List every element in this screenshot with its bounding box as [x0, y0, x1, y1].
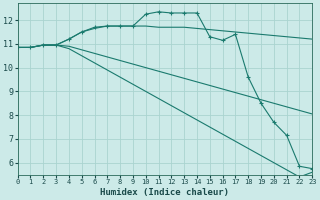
- X-axis label: Humidex (Indice chaleur): Humidex (Indice chaleur): [100, 188, 229, 197]
